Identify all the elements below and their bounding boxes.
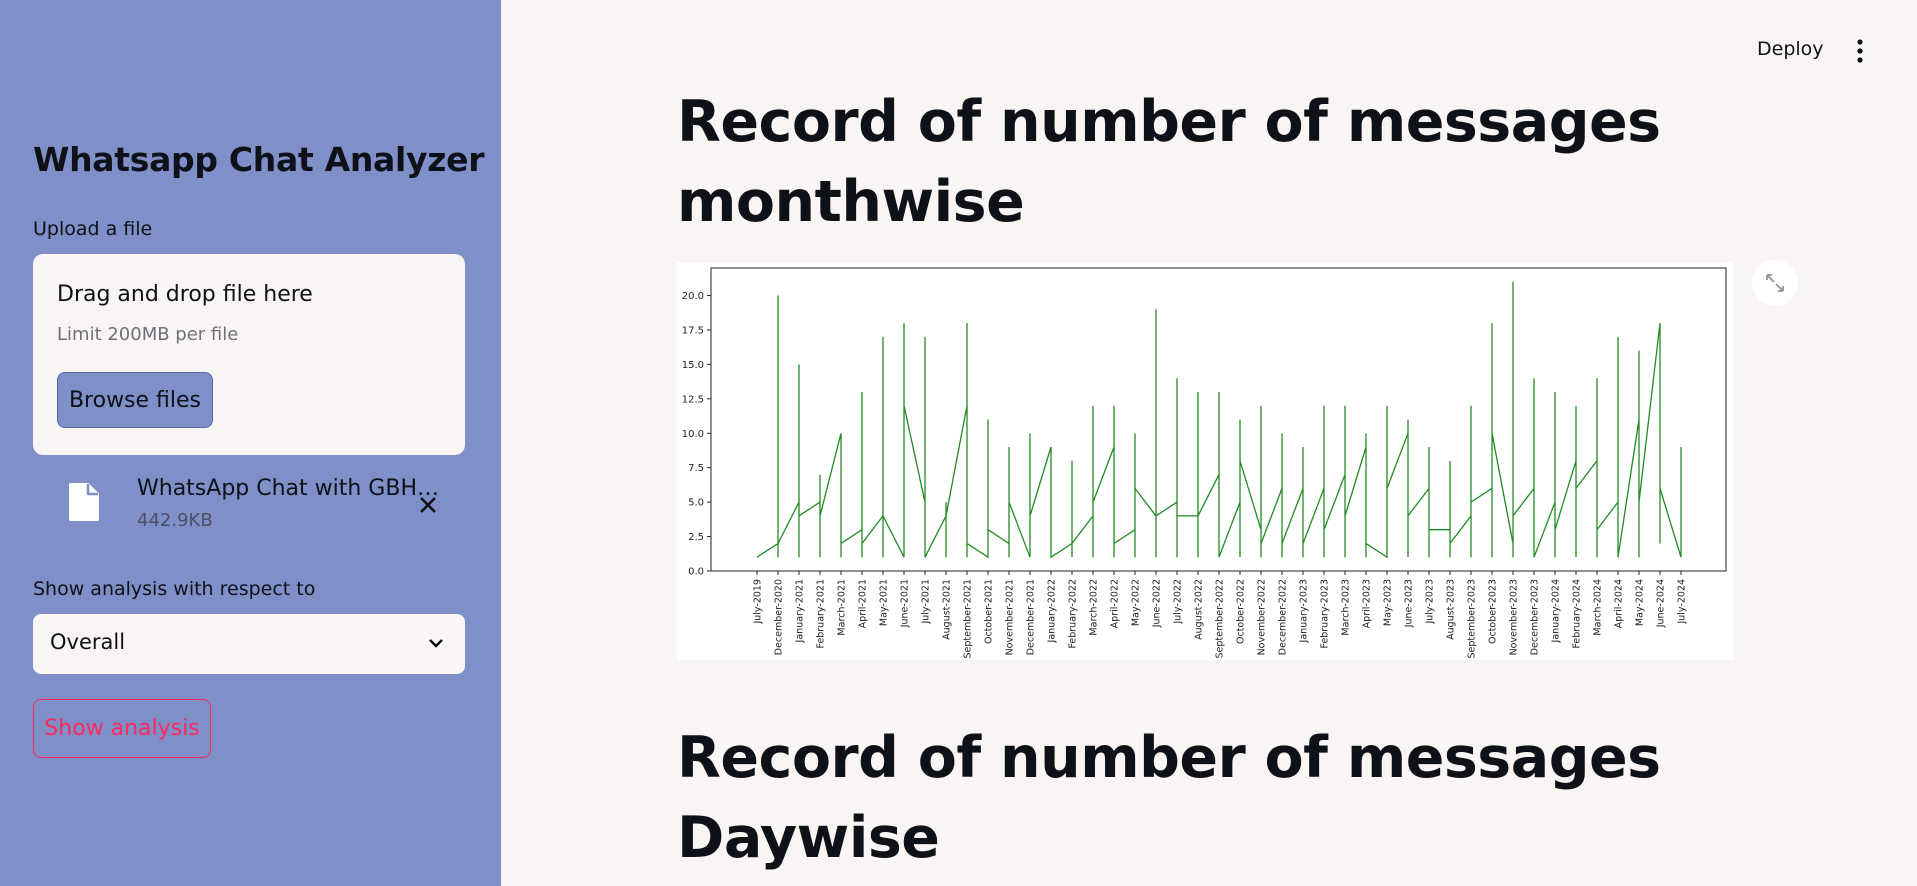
- monthwise-chart: 0.0 2.5 5.0 7.5 10.0 12.5 15.0 17.5 20.0 July-201…: [677, 262, 1733, 660]
- x-tick-label: July-2024: [1677, 579, 1688, 625]
- x-tick-label: February-2024: [1572, 579, 1583, 649]
- x-tick-label: November-2021: [1005, 579, 1016, 655]
- fullscreen-icon[interactable]: [1752, 260, 1798, 306]
- x-tick-label: December-2023: [1530, 579, 1541, 655]
- x-tick-label: December-2020: [774, 579, 785, 655]
- analysis-select-label: Show analysis with respect to: [33, 578, 316, 600]
- x-tick-label: February-2023: [1320, 579, 1331, 649]
- x-tick-label: September-2021: [963, 579, 974, 659]
- x-tick-label: July-2022: [1173, 579, 1184, 625]
- x-tick-label: February-2021: [816, 579, 827, 649]
- y-tick-label: 20.0: [682, 291, 704, 302]
- y-tick-label: 7.5: [688, 463, 704, 474]
- y-tick-label: 5.0: [688, 498, 704, 509]
- chevron-down-icon: [429, 639, 443, 648]
- x-tick-label: August-2023: [1446, 579, 1457, 640]
- x-tick-label: June-2024: [1656, 579, 1667, 628]
- x-tick-label: April-2023: [1362, 579, 1373, 628]
- file-name: WhatsApp Chat with GBH…: [137, 476, 439, 501]
- x-tick-label: April-2022: [1110, 579, 1121, 628]
- x-tick-label: January-2024: [1551, 579, 1562, 643]
- uploaded-file: WhatsApp Chat with GBH… 442.9KB: [33, 470, 465, 540]
- x-tick-label: July-2023: [1425, 579, 1436, 625]
- dropzone-limit: Limit 200MB per file: [57, 324, 239, 345]
- file-icon: [69, 483, 99, 521]
- x-tick-label: November-2023: [1509, 579, 1520, 655]
- x-tick-label: August-2021: [942, 579, 953, 640]
- y-tick-label: 0.0: [688, 567, 704, 578]
- x-tick-label: February-2022: [1068, 579, 1079, 649]
- x-tick-label: January-2023: [1299, 579, 1310, 643]
- file-dropzone[interactable]: Drag and drop file here Limit 200MB per …: [33, 254, 465, 455]
- x-tick-label: May-2022: [1131, 579, 1142, 626]
- y-tick-label: 2.5: [688, 532, 704, 543]
- deploy-button[interactable]: Deploy: [1757, 38, 1824, 60]
- x-tick-label: November-2022: [1257, 579, 1268, 655]
- y-tick-label: 10.0: [682, 429, 704, 440]
- y-tick-label: 17.5: [682, 325, 704, 336]
- x-tick-label: August-2022: [1194, 579, 1205, 640]
- select-value: Overall: [50, 630, 126, 654]
- x-tick-label: May-2021: [879, 579, 890, 626]
- y-tick-label: 15.0: [682, 360, 704, 371]
- dropzone-title: Drag and drop file here: [57, 282, 313, 307]
- daywise-heading: Record of number of messages Daywise: [677, 718, 1661, 878]
- file-size: 442.9KB: [137, 510, 213, 531]
- upload-label: Upload a file: [33, 218, 153, 240]
- sidebar: Whatsapp Chat Analyzer Upload a file Dra…: [0, 0, 501, 886]
- x-tick-label: July-2019: [753, 579, 764, 625]
- x-tick-label: January-2022: [1047, 579, 1058, 643]
- vertical-dots-icon[interactable]: [1852, 38, 1868, 64]
- x-tick-label: April-2024: [1614, 579, 1625, 628]
- x-tick-label: March-2021: [837, 579, 848, 636]
- x-tick-label: June-2022: [1152, 579, 1163, 628]
- series-line: [756, 281, 1682, 559]
- monthwise-line-chart: 0.0 2.5 5.0 7.5 10.0 12.5 15.0 17.5 20.0 July-201…: [682, 267, 1727, 659]
- x-tick-label: March-2022: [1089, 579, 1100, 636]
- x-tick-label: January-2021: [795, 579, 806, 643]
- daywise-heading-line1: Record of number of messages: [677, 725, 1661, 791]
- show-analysis-button[interactable]: Show analysis: [33, 699, 211, 758]
- x-tick-label: June-2023: [1404, 579, 1415, 628]
- x-tick-label: October-2021: [984, 579, 995, 644]
- close-icon[interactable]: [413, 490, 443, 520]
- x-tick-label: March-2023: [1341, 579, 1352, 636]
- browse-files-button[interactable]: Browse files: [57, 372, 213, 428]
- x-tick-label: May-2024: [1635, 579, 1646, 626]
- x-tick-label: May-2023: [1383, 579, 1394, 626]
- analysis-select[interactable]: Overall: [33, 614, 465, 674]
- daywise-heading-line2: Daywise: [677, 805, 940, 871]
- x-tick-label: December-2022: [1278, 579, 1289, 655]
- x-tick-label: July-2021: [921, 579, 932, 625]
- x-tick-label: October-2023: [1488, 579, 1499, 644]
- app-title: Whatsapp Chat Analyzer: [33, 140, 485, 179]
- x-tick-label: December-2021: [1026, 579, 1037, 655]
- x-tick-label: October-2022: [1236, 579, 1247, 644]
- x-tick-label: September-2023: [1467, 579, 1478, 659]
- x-tick-label: March-2024: [1593, 579, 1604, 636]
- x-tick-label: June-2021: [900, 579, 911, 628]
- monthwise-heading: Record of number of messages monthwise: [677, 82, 1661, 242]
- x-tick-label: September-2022: [1215, 579, 1226, 659]
- monthwise-heading-line2: monthwise: [677, 169, 1025, 235]
- monthwise-heading-line1: Record of number of messages: [677, 89, 1661, 155]
- x-tick-label: April-2021: [858, 579, 869, 628]
- y-tick-label: 12.5: [682, 394, 704, 405]
